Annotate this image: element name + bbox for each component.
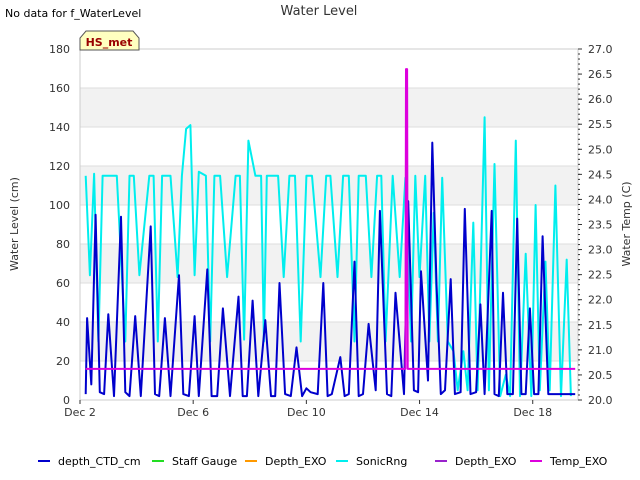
legend-label: depth_CTD_cm: [58, 455, 141, 468]
background-band: [80, 244, 578, 283]
y2-tick-label: 21.0: [588, 344, 613, 357]
legend-label: Temp_EXO: [549, 455, 608, 468]
station-tag: HS_met: [79, 30, 140, 51]
series-layer: [84, 68, 576, 398]
y-tick-label: 100: [49, 199, 70, 212]
y-tick-label: 60: [56, 277, 70, 290]
y-tick-label: 180: [49, 43, 70, 56]
y2-tick-label: 20.5: [588, 369, 613, 382]
x-tick-label: Dec 18: [513, 406, 552, 419]
y-axis-left: 0 20 40 60 80 100 120 140 160 180: [49, 43, 70, 407]
y2-tick-label: 22.5: [588, 269, 613, 282]
x-tick-label: Dec 10: [287, 406, 326, 419]
y-tick-label: 120: [49, 160, 70, 173]
no-data-message: No data for f_WaterLevel: [5, 7, 142, 20]
y2-tick-label: 26.5: [588, 68, 613, 81]
legend-label: Staff Gauge: [172, 455, 237, 468]
y2-tick-label: 23.0: [588, 244, 613, 257]
y2-tick-label: 20.0: [588, 394, 613, 407]
y-tick-label: 160: [49, 82, 70, 95]
y-axis-right: 20.0 20.5 21.0 21.5 22.0 22.5 23.0 23.5 24.0 24.5…: [578, 43, 613, 407]
y2-tick-label: 27.0: [588, 43, 613, 56]
y-tick-label: 0: [63, 394, 70, 407]
y2-tick-label: 25.5: [588, 118, 613, 131]
x-tick-label: Dec 14: [400, 406, 439, 419]
x-tick-label: Dec 2: [64, 406, 96, 419]
y2-tick-label: 24.0: [588, 193, 613, 206]
y2-tick-label: 22.0: [588, 294, 613, 307]
legend-label: Depth_EXO: [455, 455, 517, 468]
y2-tick-label: 24.5: [588, 168, 613, 181]
chart-title: Water Level: [281, 4, 358, 19]
series-temp-exo: [85, 68, 576, 370]
legend-label: Depth_EXO: [265, 455, 327, 468]
y2-axis-label: Water Temp (C): [620, 181, 633, 266]
station-tag-shape: [79, 30, 140, 51]
y-tick-label: 80: [56, 238, 70, 251]
series-depth-ctd-cm: [84, 141, 576, 398]
x-tick-label: Dec 6: [177, 406, 209, 419]
station-tag-label: HS_met: [86, 36, 133, 49]
y2-tick-label: 26.0: [588, 93, 613, 106]
y-tick-label: 140: [49, 121, 70, 134]
y-tick-label: 20: [56, 355, 70, 368]
legend: depth_CTD_cm Staff Gauge Depth_EXO SonicRng…: [38, 455, 608, 468]
legend-label: SonicRng: [356, 455, 407, 468]
y-tick-label: 40: [56, 316, 70, 329]
y-axis-label: Water Level (cm): [8, 177, 21, 271]
y2-tick-label: 23.5: [588, 219, 613, 232]
background-band: [80, 88, 578, 127]
y2-tick-label: 21.5: [588, 319, 613, 332]
x-axis: Dec 2 Dec 6 Dec 10 Dec 14 Dec 18: [64, 400, 552, 419]
y2-tick-label: 25.0: [588, 143, 613, 156]
series-sonicrng: [84, 116, 572, 398]
